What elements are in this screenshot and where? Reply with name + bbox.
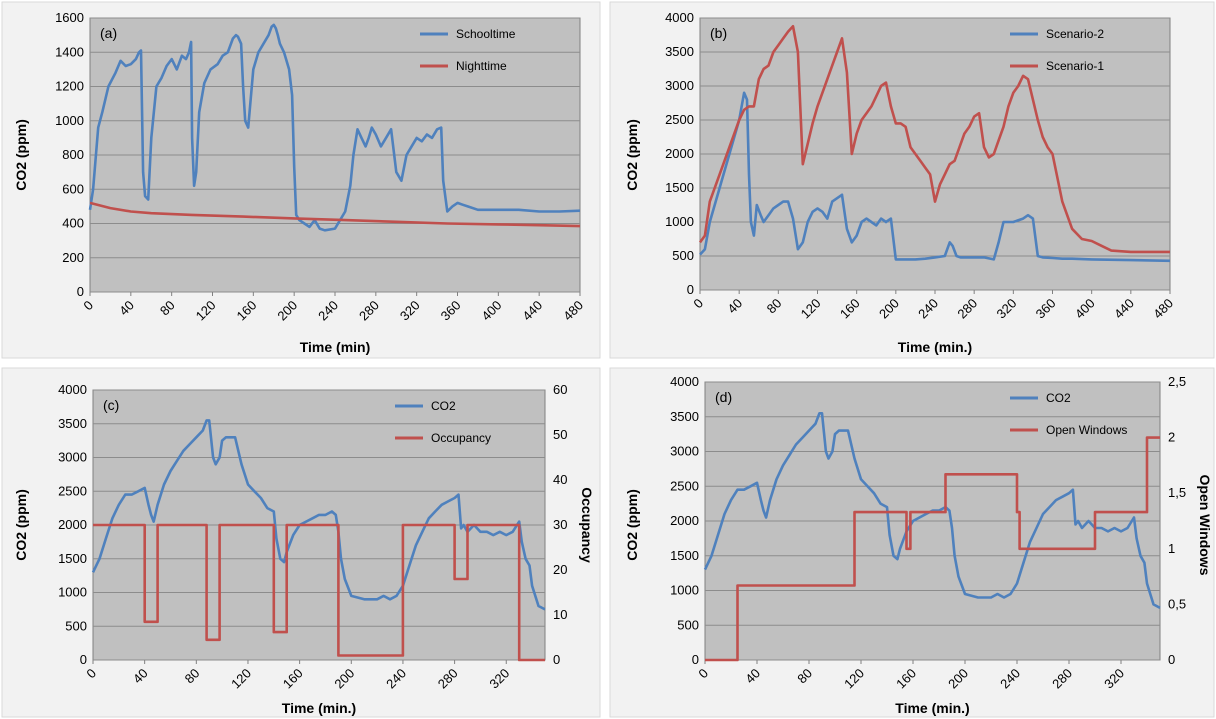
x-axis-label: Time (min.) [282, 700, 356, 716]
series-line-1 [699, 91, 1171, 263]
y-tick-label: 800 [62, 147, 84, 162]
series-line-2 [698, 24, 1170, 254]
y-tick-label: 0 [687, 282, 694, 297]
legend-label: Occupancy [431, 431, 491, 445]
y2-tick-label: 1 [1168, 541, 1175, 556]
y-tick-label: 2000 [665, 146, 694, 161]
y-tick-label: 3000 [665, 78, 694, 93]
y2-tick-label: 10 [553, 607, 567, 622]
y2-tick-label: 0 [553, 652, 560, 667]
y2-tick-label: 0,5 [1168, 596, 1186, 611]
series-line-2 [93, 523, 545, 662]
y2-axis-label: Open Windows [1197, 475, 1213, 576]
y-tick-label: 1400 [55, 44, 84, 59]
legend-label: Open Windows [1046, 423, 1127, 437]
y-tick-label: 1000 [58, 585, 87, 600]
y-tick-label: 500 [672, 248, 694, 263]
chart-panel-3: 0 500 1000 1500 2000 2500 3000 3500 4000 0 10 20 30 4… [1, 367, 601, 718]
y-tick-label: 3500 [670, 409, 699, 424]
y-tick-label: 1200 [55, 79, 84, 94]
y-tick-label: 4000 [665, 10, 694, 25]
y-tick-label: 1500 [58, 551, 87, 566]
legend-label: Schooltime [456, 27, 516, 41]
y-tick-label: 2500 [670, 478, 699, 493]
y-tick-label: 200 [62, 250, 84, 265]
y2-tick-label: 40 [553, 472, 567, 487]
y-tick-label: 2000 [58, 517, 87, 532]
y-tick-label: 1500 [665, 180, 694, 195]
y2-axis-label: Occupancy [579, 487, 595, 563]
y-tick-label: 1000 [55, 113, 84, 128]
y2-tick-label: 2 [1168, 430, 1175, 445]
legend-label: Nighttime [456, 59, 507, 73]
y-tick-label: 4000 [670, 374, 699, 389]
x-axis-label: Time (min.) [898, 339, 972, 355]
y-tick-label: 0 [692, 652, 699, 667]
y-tick-label: 0 [77, 284, 84, 299]
x-axis-label: Time (min.) [895, 700, 969, 716]
y-tick-label: 2500 [58, 483, 87, 498]
x-axis-label: Time (min) [300, 339, 371, 355]
y-tick-label: 1000 [665, 214, 694, 229]
y-tick-label: 1500 [670, 548, 699, 563]
legend-label: Scenario-1 [1046, 59, 1104, 73]
panel-label: (b) [710, 25, 727, 41]
y2-tick-label: 50 [553, 427, 567, 442]
y-tick-label: 600 [62, 181, 84, 196]
y2-tick-label: 30 [553, 517, 567, 532]
y-tick-label: 4000 [58, 382, 87, 397]
y-axis-label: CO2 (ppm) [13, 119, 29, 191]
series-line-1 [88, 23, 581, 232]
y-axis-label: CO2 (ppm) [624, 119, 640, 191]
y-tick-label: 3000 [670, 444, 699, 459]
panel-label: (a) [100, 25, 117, 41]
y-tick-label: 2500 [665, 112, 694, 127]
y2-tick-label: 0 [1168, 652, 1175, 667]
y-tick-label: 400 [62, 216, 84, 231]
legend-label: CO2 [1046, 391, 1071, 405]
panel-label: (c) [103, 397, 119, 413]
y-axis-label: CO2 (ppm) [624, 489, 640, 561]
y-axis-label: CO2 (ppm) [13, 489, 29, 561]
y2-tick-label: 60 [553, 382, 567, 397]
y2-tick-label: 2,5 [1168, 374, 1186, 389]
panel-label: (d) [715, 389, 732, 405]
y-tick-label: 3500 [58, 416, 87, 431]
chart-panel-4: 0 500 1000 1500 2000 2500 3000 3500 4000 0 0,5 1 1,5… [609, 367, 1215, 718]
series-line-1 [703, 411, 1161, 610]
y-tick-label: 1600 [55, 10, 84, 25]
y-tick-label: 3500 [665, 44, 694, 59]
y-tick-label: 1000 [670, 583, 699, 598]
y-tick-label: 0 [80, 652, 87, 667]
series-line-2 [705, 436, 1160, 662]
y2-tick-label: 20 [553, 562, 567, 577]
y-tick-label: 500 [65, 618, 87, 633]
y-tick-label: 500 [677, 617, 699, 632]
y-tick-label: 2000 [670, 513, 699, 528]
legend-label: CO2 [431, 399, 456, 413]
y2-tick-label: 1,5 [1168, 485, 1186, 500]
y-tick-label: 3000 [58, 450, 87, 465]
legend-label: Scenario-2 [1046, 27, 1104, 41]
series-line-2 [89, 201, 581, 228]
